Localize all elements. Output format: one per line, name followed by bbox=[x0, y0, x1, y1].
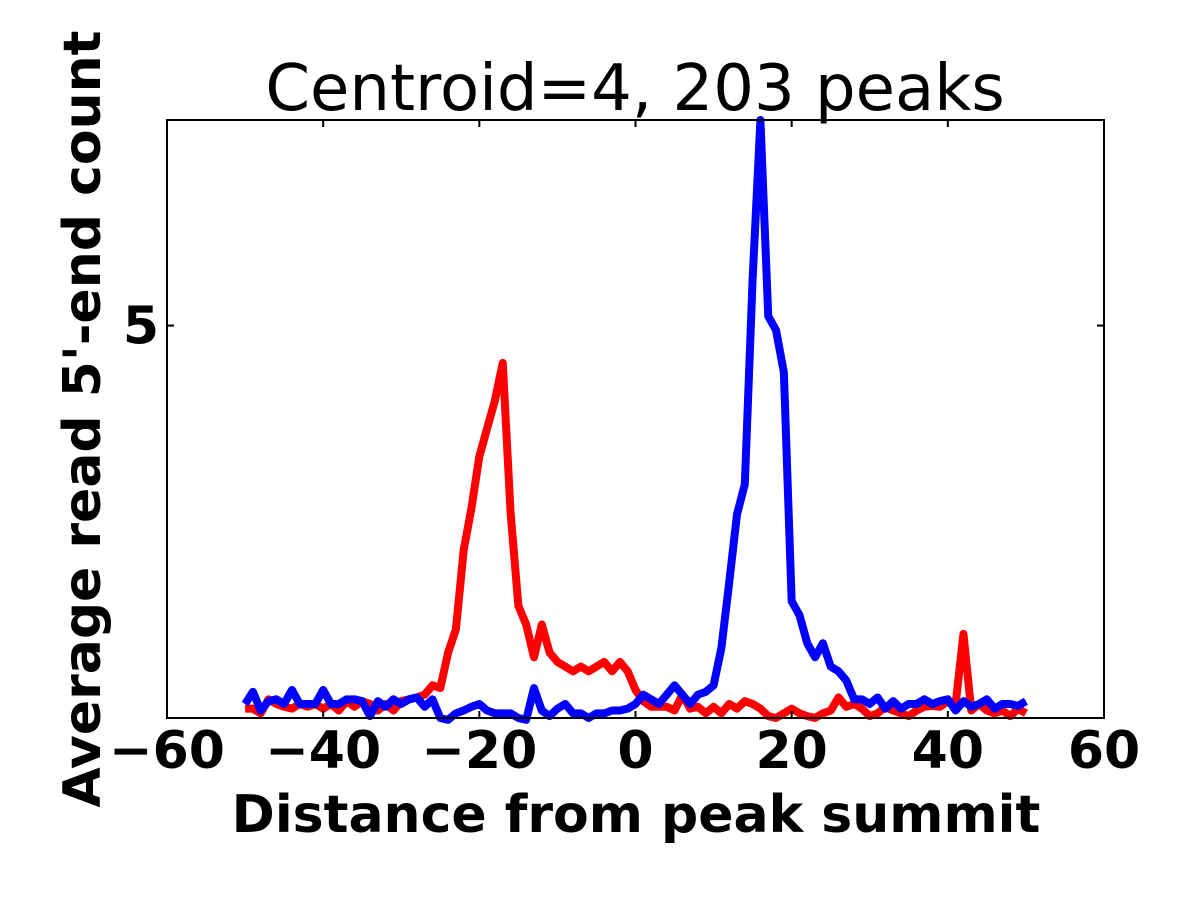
x-tick-label: −40 bbox=[265, 721, 381, 781]
x-axis-ticks: −60 −40 −20 0 20 40 60 bbox=[109, 120, 1140, 781]
x-tick-label: 60 bbox=[1068, 721, 1140, 781]
x-tick-label: −60 bbox=[109, 721, 225, 781]
plot-area-frame bbox=[166, 119, 1105, 719]
x-tick-label: 20 bbox=[755, 721, 827, 781]
x-axis-label: Distance from peak summit bbox=[232, 785, 1041, 845]
chart-title: Centroid=4, 203 peaks bbox=[265, 52, 1004, 126]
series-line-reverse bbox=[241, 116, 1028, 724]
series-layer bbox=[241, 116, 1028, 724]
y-axis-label: Average read 5'-end count bbox=[53, 31, 113, 808]
x-tick-label: 40 bbox=[912, 721, 984, 781]
y-axis-ticks: 5 bbox=[123, 297, 1104, 357]
y-tick-label: 5 bbox=[123, 297, 159, 357]
x-tick-label: −20 bbox=[421, 721, 537, 781]
series-line-forward bbox=[245, 358, 1028, 722]
x-tick-label: 0 bbox=[617, 721, 653, 781]
